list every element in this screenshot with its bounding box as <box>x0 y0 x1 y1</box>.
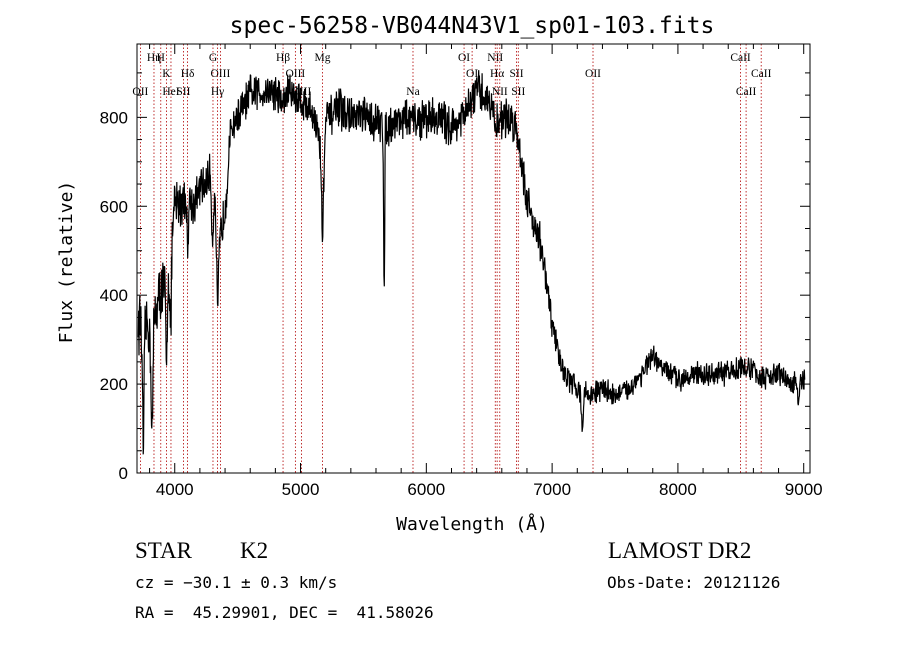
y-tick-label: 600 <box>100 197 128 216</box>
line-marker-label: SII <box>509 68 523 80</box>
line-marker-label: OI <box>466 68 478 80</box>
line-marker-label: CaII <box>751 68 772 80</box>
line-marker-label: OII <box>132 86 148 98</box>
line-marker-label: HeI <box>162 86 179 98</box>
x-axis-label: Wavelength (Å) <box>396 513 548 535</box>
line-marker-label: SII <box>176 86 190 98</box>
survey-name: LAMOST DR2 <box>608 538 752 563</box>
x-tick-label: 8000 <box>659 480 697 499</box>
x-axis: 4000 5000 6000 7000 8000 9000 <box>149 44 823 499</box>
observation-date: Obs-Date: 20121126 <box>607 573 781 592</box>
spectral-line-markers: OIIHηHKHeISIIHδGOIIIHγHβOIIIOIIIMgNaOIOI… <box>132 44 772 473</box>
line-marker-label: CaII <box>736 86 757 98</box>
line-marker-label: NII <box>492 86 508 98</box>
y-tick-label: 400 <box>100 286 128 305</box>
x-tick-label: 7000 <box>533 480 571 499</box>
chart-title: spec-56258-VB044N43V1_sp01-103.fits <box>230 13 715 39</box>
y-tick-label: 800 <box>100 108 128 127</box>
line-marker-label: NII <box>487 52 503 64</box>
line-marker-label: SII <box>511 86 525 98</box>
line-marker-label: Mg <box>315 52 331 64</box>
y-axis: 0 200 400 600 800 <box>100 72 810 483</box>
x-tick-label: 6000 <box>407 480 445 499</box>
line-marker-label: Hβ <box>276 52 290 64</box>
line-marker-label: Hα <box>490 68 504 80</box>
line-marker-label: G <box>209 52 217 64</box>
plot-frame <box>136 43 811 474</box>
sky-coordinates: RA = 45.29901, DEC = 41.58026 <box>135 603 434 622</box>
line-marker-label: OIII <box>211 68 231 80</box>
object-type: STAR <box>135 538 192 563</box>
line-marker-label: H <box>157 52 165 64</box>
x-tick-label: 5000 <box>282 480 320 499</box>
line-marker-label: Hδ <box>181 68 195 80</box>
line-marker-label: CaII <box>730 52 751 64</box>
line-marker-label: OII <box>585 68 601 80</box>
y-axis-label: Flux (relative) <box>56 181 77 344</box>
y-tick-label: 200 <box>100 375 128 394</box>
spectrum-line <box>137 70 806 455</box>
x-tick-label: 4000 <box>156 480 194 499</box>
object-subclass: K2 <box>240 538 269 563</box>
line-marker-label: K <box>162 68 171 80</box>
line-marker-label: OI <box>458 52 470 64</box>
line-marker-label: Hγ <box>211 86 224 98</box>
x-tick-label: 9000 <box>785 480 823 499</box>
line-marker-label: Na <box>406 86 419 98</box>
line-marker-label: OIII <box>285 68 305 80</box>
line-marker-label: Hη <box>147 52 161 64</box>
redshift-readout: cz = −30.1 ± 0.3 km/s <box>135 573 338 592</box>
y-tick-label: 0 <box>119 464 128 483</box>
